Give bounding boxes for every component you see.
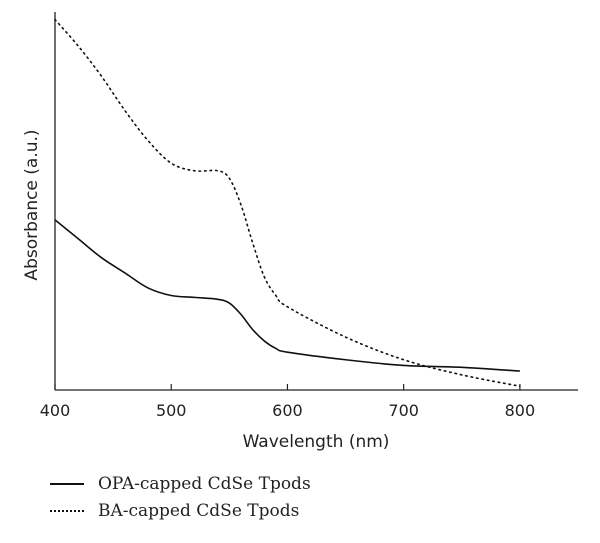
y-axis-title: Absorbance (a.u.) [22,129,42,280]
legend: OPA-capped CdSe Tpods BA-capped CdSe Tpo… [50,470,311,524]
x-tick-label: 500 [156,401,187,420]
legend-swatch-dotted [50,509,84,512]
x-tick-label: 400 [40,401,71,420]
series-group [54,18,521,388]
legend-swatch-solid [50,482,84,485]
x-axis-title: Wavelength (nm) [243,432,390,452]
legend-label-opa: OPA-capped CdSe Tpods [98,473,311,494]
legend-label-ba: BA-capped CdSe Tpods [98,500,300,521]
absorbance-chart: 400 500 600 700 800 Wavelength (nm) Absorban… [22,12,578,452]
legend-item-opa: OPA-capped CdSe Tpods [50,470,311,497]
legend-item-ba: BA-capped CdSe Tpods [50,497,311,524]
x-tick-label: 700 [388,401,419,420]
axes: 400 500 600 700 800 [40,12,578,420]
series-line-ba [54,18,521,388]
x-tick-label: 800 [505,401,536,420]
series-line-opa [54,219,520,372]
x-tick-label: 600 [272,401,303,420]
